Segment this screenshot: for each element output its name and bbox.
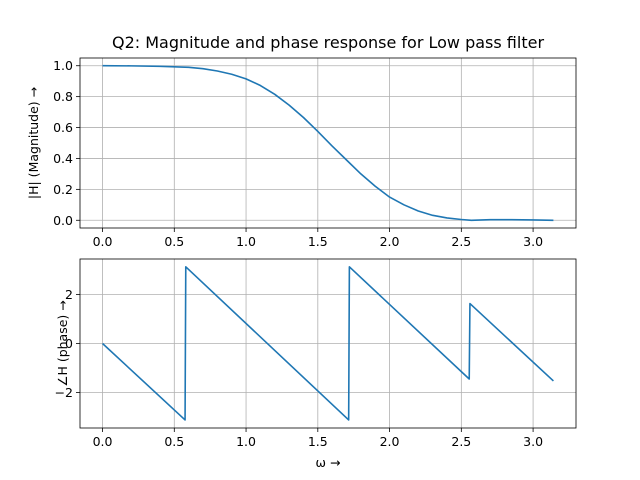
phase-series-line bbox=[101, 266, 554, 421]
magnitude-y-tick-label: 0.4 bbox=[53, 151, 73, 166]
magnitude-y-tick-label: 0.8 bbox=[53, 89, 73, 104]
magnitude-series-line bbox=[102, 64, 554, 222]
magnitude-axes-frame bbox=[79, 57, 577, 229]
phase-x-tick-label: 0.0 bbox=[93, 434, 113, 449]
phase-y-axis-label: ∠H (phase) → bbox=[55, 300, 70, 387]
magnitude-x-tick-label: 2.5 bbox=[451, 234, 471, 249]
phase-x-tick-label: 2.5 bbox=[451, 434, 471, 449]
magnitude-axes: 0.0 0.5 1.0 1.5 2.0 2.5 3.0 0.0 0.2 0.4 0.6 0.8 1.0 bbox=[53, 57, 577, 249]
magnitude-x-tick-label: 1.5 bbox=[308, 234, 328, 249]
phase-x-axis-label: ω → bbox=[316, 455, 341, 470]
magnitude-y-tick-label: 0.0 bbox=[53, 213, 73, 228]
magnitude-x-tick-label: 0.0 bbox=[93, 234, 113, 249]
phase-x-tick-label: 3.0 bbox=[523, 434, 543, 449]
magnitude-y-tick-label: 1.0 bbox=[53, 58, 73, 73]
magnitude-y-axis-label: |H| (Magnitude) → bbox=[26, 87, 41, 199]
phase-x-tick-label: 2.0 bbox=[380, 434, 400, 449]
phase-y-tick-label: −2 bbox=[55, 385, 73, 400]
phase-y-tick-label: 0 bbox=[65, 336, 73, 351]
magnitude-x-tick-label: 1.0 bbox=[236, 234, 256, 249]
magnitude-x-tick-label: 0.5 bbox=[164, 234, 184, 249]
phase-axes: 0.0 0.5 1.0 1.5 2.0 2.5 3.0 −2 0 2 bbox=[55, 258, 577, 449]
magnitude-y-tick-label: 0.6 bbox=[53, 120, 73, 135]
magnitude-y-tick-label: 0.2 bbox=[53, 182, 73, 197]
phase-x-tick-label: 1.5 bbox=[308, 434, 328, 449]
magnitude-x-tick-label: 2.0 bbox=[380, 234, 400, 249]
phase-x-tick-label: 0.5 bbox=[164, 434, 184, 449]
magnitude-x-tick-label: 3.0 bbox=[523, 234, 543, 249]
chart-title: Q2: Magnitude and phase response for Low… bbox=[112, 33, 544, 52]
phase-y-tick-label: 2 bbox=[65, 287, 73, 302]
phase-x-tick-label: 1.0 bbox=[236, 434, 256, 449]
